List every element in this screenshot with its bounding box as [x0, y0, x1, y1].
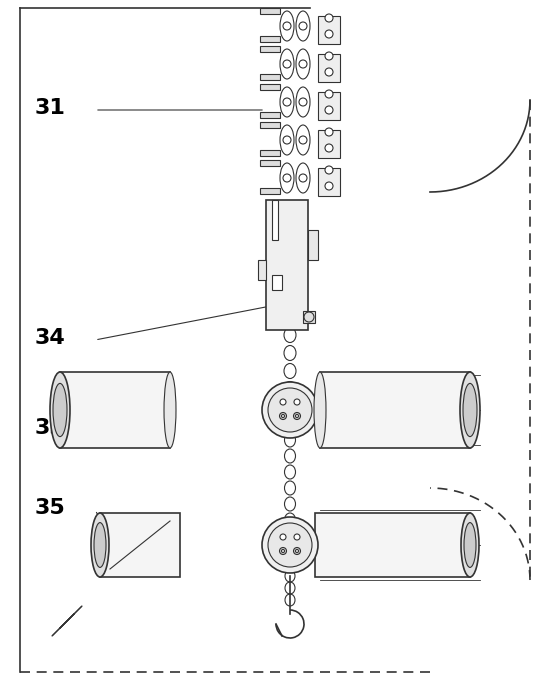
- Ellipse shape: [94, 523, 106, 568]
- Circle shape: [325, 166, 333, 174]
- Circle shape: [325, 128, 333, 136]
- Ellipse shape: [53, 383, 67, 437]
- Bar: [260, 160, 280, 166]
- Bar: [318, 16, 340, 44]
- Bar: [260, 84, 280, 90]
- Bar: [260, 8, 280, 14]
- Ellipse shape: [460, 372, 480, 448]
- Circle shape: [279, 548, 287, 555]
- Bar: [260, 46, 280, 52]
- Bar: [260, 122, 280, 128]
- Ellipse shape: [164, 372, 176, 448]
- Circle shape: [279, 413, 287, 420]
- Circle shape: [325, 90, 333, 98]
- Circle shape: [281, 414, 285, 418]
- Circle shape: [325, 144, 333, 152]
- Bar: [260, 74, 280, 80]
- Bar: [266, 200, 308, 330]
- Ellipse shape: [461, 513, 479, 577]
- Ellipse shape: [91, 513, 109, 577]
- Ellipse shape: [50, 372, 70, 448]
- Circle shape: [262, 517, 318, 573]
- Bar: [100, 513, 180, 577]
- Ellipse shape: [464, 523, 476, 568]
- Bar: [260, 150, 280, 156]
- Circle shape: [294, 534, 300, 540]
- Circle shape: [294, 413, 301, 420]
- Bar: [318, 168, 340, 196]
- Circle shape: [268, 523, 312, 567]
- Bar: [318, 54, 340, 82]
- Circle shape: [262, 382, 318, 438]
- Bar: [258, 260, 266, 280]
- Circle shape: [325, 52, 333, 60]
- Circle shape: [295, 414, 299, 418]
- Bar: [260, 36, 280, 42]
- Bar: [315, 513, 470, 577]
- Circle shape: [325, 106, 333, 114]
- Bar: [318, 130, 340, 158]
- Text: 34: 34: [35, 328, 66, 348]
- Bar: [272, 275, 282, 290]
- Ellipse shape: [463, 383, 477, 437]
- Bar: [320, 372, 470, 448]
- Text: 33: 33: [35, 418, 66, 438]
- Text: 31: 31: [35, 98, 66, 118]
- Circle shape: [325, 30, 333, 38]
- Ellipse shape: [314, 372, 326, 448]
- Bar: [60, 372, 170, 448]
- Circle shape: [294, 399, 300, 405]
- Bar: [308, 230, 318, 260]
- Bar: [260, 112, 280, 118]
- Text: 35: 35: [35, 498, 66, 518]
- Circle shape: [295, 550, 299, 552]
- Bar: [303, 311, 315, 323]
- Circle shape: [280, 534, 286, 540]
- Bar: [318, 92, 340, 120]
- Circle shape: [268, 388, 312, 432]
- Circle shape: [294, 548, 301, 555]
- Circle shape: [325, 182, 333, 190]
- Circle shape: [325, 68, 333, 76]
- Bar: [260, 188, 280, 194]
- Circle shape: [281, 550, 285, 552]
- Bar: [272, 200, 278, 240]
- Circle shape: [325, 14, 333, 22]
- Circle shape: [280, 399, 286, 405]
